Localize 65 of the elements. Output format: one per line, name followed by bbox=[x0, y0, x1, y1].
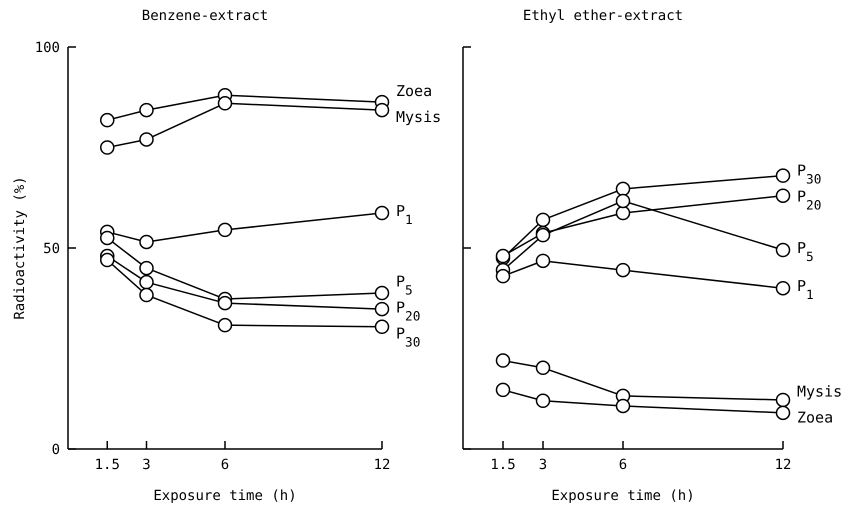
point bbox=[776, 406, 790, 420]
x-axis-title: Exposure time (h) bbox=[551, 488, 695, 504]
point bbox=[218, 296, 232, 310]
point bbox=[218, 96, 232, 111]
point bbox=[218, 222, 232, 238]
point bbox=[139, 234, 154, 250]
point bbox=[496, 382, 510, 398]
point bbox=[496, 353, 510, 368]
point bbox=[776, 392, 790, 408]
point bbox=[374, 286, 390, 300]
series-label: P$_{30}$ bbox=[396, 324, 420, 350]
x-tick-label: 1.5 bbox=[94, 457, 120, 473]
series-label: Mysis bbox=[797, 382, 842, 400]
point bbox=[100, 252, 114, 268]
series-label: Zoea bbox=[396, 82, 432, 100]
point bbox=[139, 102, 154, 118]
point bbox=[374, 302, 390, 316]
x-tick-label: 6 bbox=[220, 457, 230, 473]
point bbox=[100, 112, 114, 128]
point bbox=[496, 268, 510, 284]
y-tick-label: 50 bbox=[43, 240, 60, 257]
point bbox=[616, 182, 630, 196]
point bbox=[616, 262, 630, 278]
point bbox=[776, 280, 790, 296]
x-tick-label: 6 bbox=[618, 457, 628, 473]
series-label: P$_{20}$ bbox=[797, 188, 822, 214]
point bbox=[616, 398, 630, 414]
chart-title: Benzene-extract bbox=[142, 8, 268, 24]
point bbox=[776, 168, 790, 183]
chart-title: Ethyl ether-extract bbox=[522, 8, 684, 24]
point bbox=[374, 102, 390, 118]
point bbox=[536, 212, 550, 228]
point bbox=[536, 254, 550, 268]
point bbox=[616, 206, 630, 220]
y-tick-label: 0 bbox=[52, 442, 60, 458]
point bbox=[616, 194, 630, 208]
series-label: P$_{1}$ bbox=[396, 202, 413, 228]
y-axis-title: Radioactivity (%) bbox=[12, 176, 28, 320]
point bbox=[139, 132, 154, 147]
point bbox=[139, 260, 154, 276]
x-tick-label: 1.5 bbox=[490, 457, 516, 473]
point bbox=[776, 188, 790, 203]
x-tick-label: 12 bbox=[374, 457, 390, 473]
x-tick-label: 3 bbox=[142, 457, 151, 473]
point bbox=[100, 140, 114, 155]
x-tick-label: 3 bbox=[538, 457, 548, 473]
point bbox=[536, 394, 550, 408]
series-label: Mysis bbox=[396, 108, 442, 126]
series-label: P$_{1}$ bbox=[797, 277, 814, 303]
x-tick-label: 12 bbox=[774, 457, 792, 473]
point bbox=[139, 274, 154, 290]
series-label: P$_{20}$ bbox=[396, 298, 420, 324]
point bbox=[374, 320, 390, 334]
point bbox=[218, 318, 232, 332]
point bbox=[100, 230, 114, 246]
series-label: P$_{5}$ bbox=[396, 272, 413, 298]
point bbox=[536, 360, 550, 376]
series-label: P$_{5}$ bbox=[797, 239, 814, 265]
point bbox=[374, 206, 390, 220]
x-axis-title: Exposure time (h) bbox=[153, 488, 297, 504]
point bbox=[139, 288, 154, 302]
series-label: P$_{30}$ bbox=[797, 162, 822, 188]
y-tick-label: 100 bbox=[34, 40, 60, 56]
series-label: Zoea bbox=[797, 408, 834, 426]
point bbox=[776, 242, 790, 258]
